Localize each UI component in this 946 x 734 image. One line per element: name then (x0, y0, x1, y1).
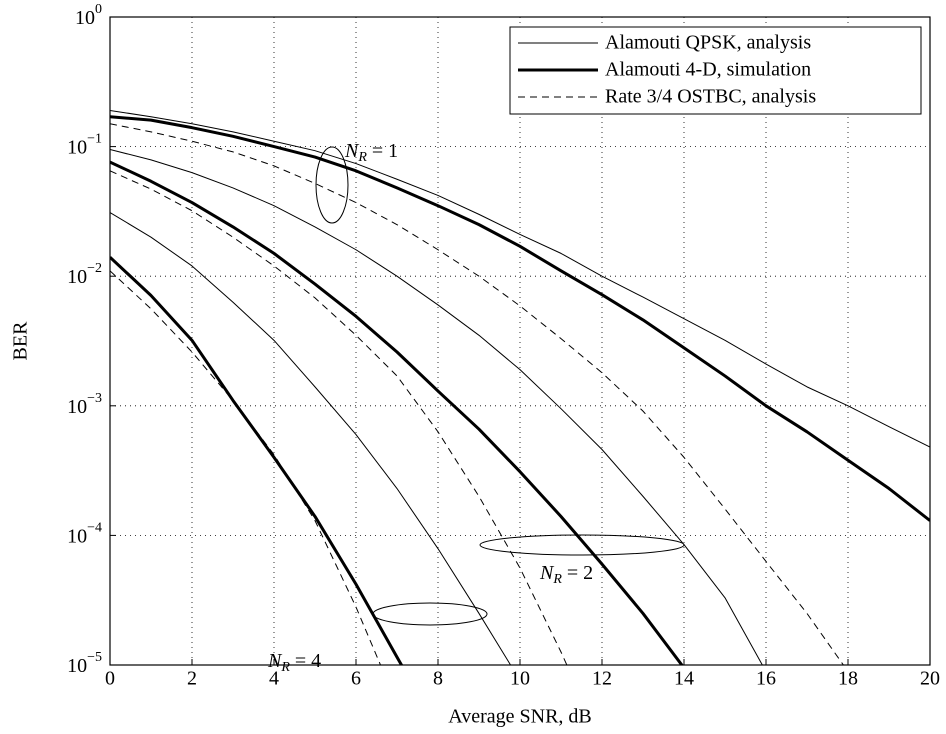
annotation: NR = 1 (344, 140, 398, 166)
series-line (110, 115, 930, 522)
x-axis-label: Average SNR, dB (448, 706, 592, 728)
x-tick-label: 12 (592, 668, 612, 690)
y-axis-label: BER (10, 321, 32, 361)
series-line (110, 256, 404, 665)
y-tick-label: 100 (75, 2, 102, 28)
legend-label: Alamouti QPSK, analysis (605, 32, 811, 54)
x-tick-label: 8 (433, 668, 443, 690)
series-line (110, 212, 512, 665)
x-tick-label: 16 (756, 668, 776, 690)
group-ellipse (479, 534, 685, 556)
series-line (110, 160, 684, 665)
annotation: NR = 2 (539, 562, 593, 588)
x-tick-label: 6 (351, 668, 361, 690)
y-tick-label: 10−2 (67, 261, 102, 287)
x-tick-label: 18 (838, 668, 858, 690)
series-line (110, 270, 382, 665)
y-tick-label: 10−5 (67, 650, 102, 676)
lines (110, 109, 930, 665)
series-line (110, 109, 930, 448)
group-ellipse (372, 602, 488, 626)
series-line (110, 149, 763, 665)
x-tick-label: 4 (269, 668, 279, 690)
legend-label: Rate 3/4 OSTBC, analysis (605, 86, 816, 108)
annotation: NR = 4 (267, 650, 321, 676)
y-tick-label: 10−1 (67, 132, 102, 158)
x-tick-label: 0 (105, 668, 115, 690)
series-line (110, 123, 844, 665)
x-tick-label: 10 (510, 668, 530, 690)
x-tick-label: 14 (674, 668, 694, 690)
group-ellipse (315, 146, 349, 224)
y-tick-label: 10−4 (67, 521, 102, 547)
y-tick-label: 10−3 (67, 391, 102, 417)
legend: Alamouti QPSK, analysis Alamouti 4-D, sim… (509, 26, 922, 115)
plot-frame (109, 16, 931, 666)
x-tick-label: 20 (920, 668, 940, 690)
legend-label: Alamouti 4-D, simulation (605, 59, 811, 81)
x-tick-label: 2 (187, 668, 197, 690)
